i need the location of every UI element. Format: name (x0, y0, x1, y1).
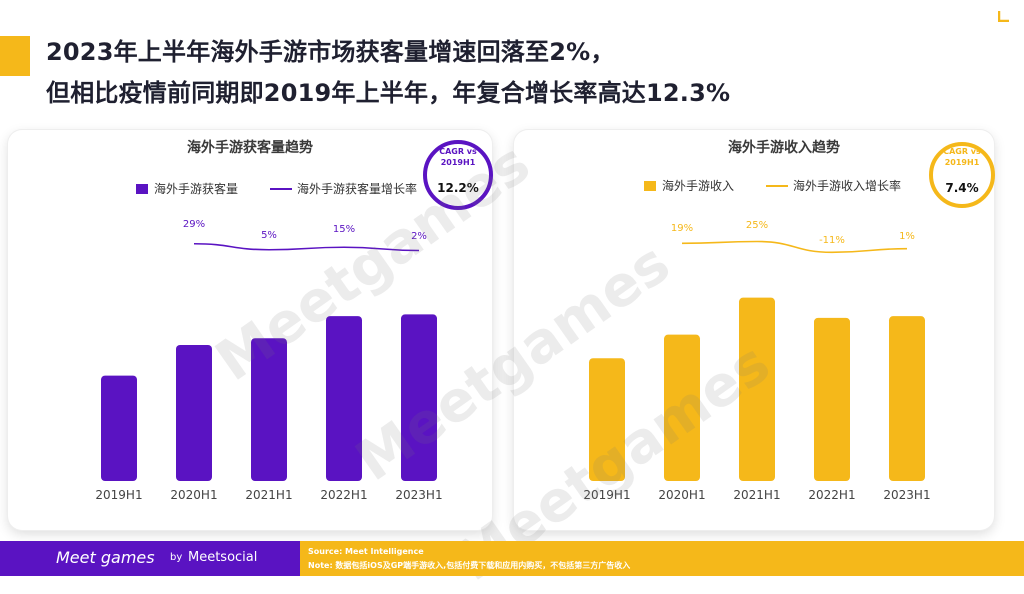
growth-rate-line (193, 242, 420, 252)
bar-2021H1 (739, 297, 775, 481)
bar-2019H1 (589, 358, 625, 481)
tick-label-2019H1: 2019H1 (95, 488, 142, 502)
user-acquisition-chart: 海外手游获客量趋势 海外手游获客量 海外手游获客量增长率 CAGR vs 201… (95, 139, 493, 502)
cagr-badge-ring (929, 142, 995, 208)
tick-label-2023H1: 2023H1 (883, 488, 930, 502)
growth-label-2021H1: 5% (261, 230, 277, 241)
footer-logo: Meet games (56, 548, 155, 567)
cagr-badge-ring (423, 140, 493, 210)
cagr-badge: CAGR vs 2019H1 12.2% (423, 140, 493, 210)
legend-label-line: 海外手游收入增长率 (793, 178, 901, 193)
cagr-badge-label: CAGR vs (439, 147, 477, 156)
user-acquisition-chart-panel: 海外手游获客量趋势 海外手游获客量 海外手游获客量增长率 CAGR vs 201… (8, 130, 493, 530)
revenue-chart: 海外手游收入趋势 海外手游收入 海外手游收入增长率 CAGR vs 2019H1… (583, 139, 995, 502)
tick-label-2023H1: 2023H1 (395, 488, 442, 502)
footer-note: Note: 数据包括iOS及GP端手游收入,包括付费下载和应用内购买，不包括第三… (308, 561, 631, 570)
legend-label-bars: 海外手游获客量 (154, 181, 238, 196)
bar-2021H1 (251, 338, 287, 481)
bar-series (589, 297, 925, 481)
footer-note-box: Source: Meet Intelligence Note: 数据包括iOS及… (300, 541, 1024, 576)
growth-label-2020H1: 29% (183, 219, 205, 230)
legend-label-line: 海外手游获客量增长率 (297, 181, 417, 196)
growth-label-2022H1: -11% (819, 235, 845, 246)
cagr-badge-label: CAGR vs (943, 147, 981, 156)
cagr-badge-value: 7.4% (945, 181, 978, 195)
cagr-badge-period: 2019H1 (441, 158, 476, 167)
revenue-chart-panel: 海外手游收入趋势 海外手游收入 海外手游收入增长率 CAGR vs 2019H1… (514, 130, 995, 530)
page-title-line-1: 2023年上半年海外手游市场获客量增速回落至2%， (46, 38, 615, 66)
chart-title: 海外手游收入趋势 (728, 139, 840, 156)
page-title-line-2: 但相比疫情前同期即2019年上半年，年复合增长率高达12.3% (46, 79, 731, 107)
bar-2023H1 (889, 316, 925, 481)
corner-mark-icon (998, 11, 1009, 22)
bar-2020H1 (176, 345, 212, 481)
growth-rate-line (681, 240, 908, 254)
x-axis-ticks: 2019H1 2020H1 2021H1 2022H1 2023H1 (95, 488, 442, 502)
footer-brand: Meetsocial (188, 550, 258, 565)
growth-label-2021H1: 25% (746, 220, 768, 231)
cagr-badge-value: 12.2% (437, 181, 479, 195)
cagr-badge: CAGR vs 2019H1 7.4% (929, 142, 995, 208)
tick-label-2019H1: 2019H1 (583, 488, 630, 502)
tick-label-2022H1: 2022H1 (808, 488, 855, 502)
bar-2023H1 (401, 314, 437, 481)
bar-series (101, 314, 437, 481)
growth-rate-series: 29% 5% 15% 2% (183, 219, 427, 252)
bar-2019H1 (101, 375, 137, 481)
growth-label-2020H1: 19% (671, 223, 693, 234)
bar-2020H1 (664, 334, 700, 481)
growth-rate-series: 19% 25% -11% 1% (671, 220, 915, 254)
bar-2022H1 (326, 316, 362, 481)
tick-label-2020H1: 2020H1 (658, 488, 705, 502)
title-accent-bar (0, 36, 30, 76)
footer-bar: Meet games by Meetsocial Source: Meet In… (0, 541, 1024, 576)
legend-swatch-bars (136, 184, 148, 194)
tick-label-2020H1: 2020H1 (170, 488, 217, 502)
tick-label-2022H1: 2022H1 (320, 488, 367, 502)
bar-2022H1 (814, 317, 850, 481)
growth-label-2023H1: 2% (411, 231, 427, 242)
legend-swatch-bars (644, 181, 656, 191)
footer-source: Source: Meet Intelligence (308, 547, 424, 556)
tick-label-2021H1: 2021H1 (245, 488, 292, 502)
chart-title: 海外手游获客量趋势 (187, 139, 313, 156)
legend-label-bars: 海外手游收入 (662, 178, 734, 193)
tick-label-2021H1: 2021H1 (733, 488, 780, 502)
growth-label-2023H1: 1% (899, 231, 915, 242)
footer-by: by (170, 552, 183, 563)
x-axis-ticks: 2019H1 2020H1 2021H1 2022H1 2023H1 (583, 488, 930, 502)
cagr-badge-period: 2019H1 (945, 158, 980, 167)
growth-label-2022H1: 15% (333, 224, 355, 235)
